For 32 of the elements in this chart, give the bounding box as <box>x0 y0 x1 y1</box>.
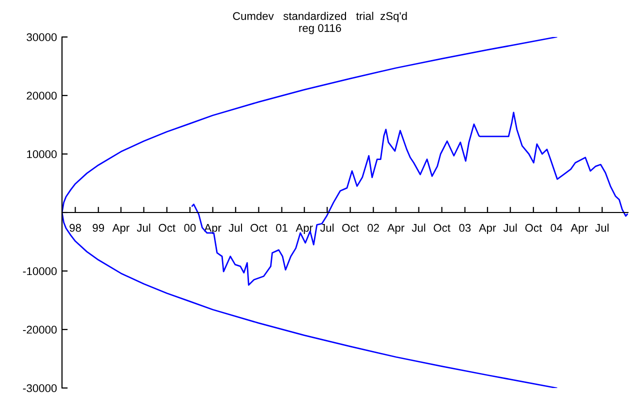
x-tick-label: 01 <box>276 224 288 232</box>
x-tick-label: Jul <box>320 224 334 232</box>
y-tick-label: -30000 <box>23 384 57 392</box>
y-tick-label: -10000 <box>23 267 57 276</box>
x-tick-label: Jul <box>595 224 609 232</box>
x-tick-label: Apr <box>296 224 313 234</box>
chart-title: Cumdev standardized trial zSq'd <box>233 12 407 22</box>
x-tick-label: Apr <box>204 224 222 234</box>
x-tick-label: 04 <box>550 224 562 232</box>
x-tick-label: 99 <box>92 224 104 232</box>
x-tick-label: 03 <box>459 224 471 232</box>
y-tick-label: -20000 <box>23 326 57 334</box>
x-tick-label: 00 <box>184 224 196 232</box>
chart-subtitle: reg 0116 <box>299 24 342 34</box>
x-tick-label: Jul <box>228 224 242 232</box>
x-tick-label: Jul <box>412 224 426 232</box>
x-tick-label: Apr <box>387 224 404 234</box>
x-tick-label: Apr <box>112 224 130 234</box>
y-tick-label: 10000 <box>27 150 57 158</box>
y-tick-label: 30000 <box>26 33 57 42</box>
x-tick-label: Jul <box>136 224 150 232</box>
x-tick-label: 02 <box>368 224 379 232</box>
x-tick-label: Apr <box>570 224 588 234</box>
x-tick-label: Oct <box>158 224 176 232</box>
x-tick-label: Oct <box>250 224 268 232</box>
x-tick-label: Apr <box>478 224 496 234</box>
x-tick-label: Oct <box>525 224 542 232</box>
x-tick-label: Jul <box>503 224 517 232</box>
y-tick-label: 20000 <box>26 92 57 100</box>
x-tick-label: Oct <box>434 224 450 232</box>
x-tick-label: 98 <box>70 224 81 232</box>
x-tick-label: Oct <box>342 224 359 232</box>
